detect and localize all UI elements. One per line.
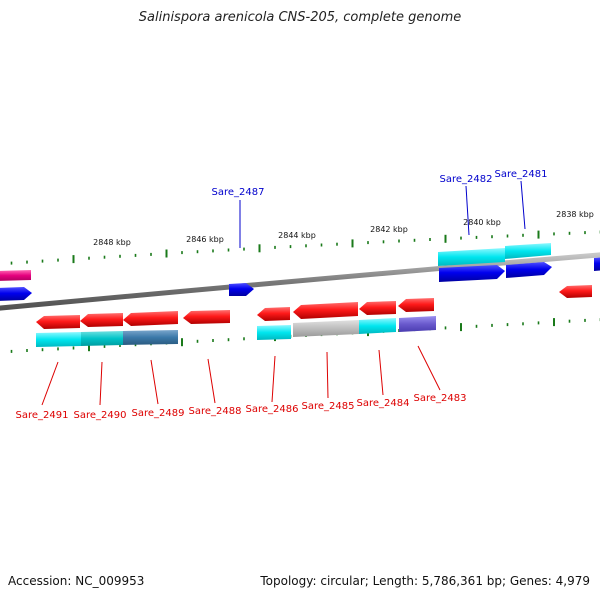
reverse-cog-band <box>36 316 436 347</box>
gene-arrow-reverse[interactable] <box>293 302 358 319</box>
leader-line <box>41 361 59 406</box>
leader-line <box>520 180 526 230</box>
gene-arrow-forward[interactable] <box>229 283 254 296</box>
leader-line <box>326 351 329 399</box>
cog-block-slate <box>399 316 436 332</box>
leader-line <box>417 345 441 391</box>
scale-label-2846: 2846 kbp <box>186 235 224 244</box>
cog-block-cyan <box>36 332 81 347</box>
cog-block-cyan <box>257 325 291 340</box>
cog-block-pink <box>0 270 31 281</box>
gene-label[interactable]: Sare_2489 <box>132 408 185 419</box>
scale-label-2842: 2842 kbp <box>370 225 408 234</box>
gene-label[interactable]: Sare_2482 <box>440 174 493 185</box>
scale-labels: 2848 kbp 2846 kbp 2844 kbp 2842 kbp 2840… <box>93 210 594 247</box>
gene-labels-below: Sare_2491 Sare_2490 Sare_2489 Sare_2488 … <box>16 393 467 421</box>
forward-cog-band <box>0 243 551 281</box>
gene-arrow-reverse[interactable] <box>257 307 290 321</box>
genome-backbone <box>0 252 600 311</box>
leader-line <box>271 355 276 403</box>
genome-title: Salinispora arenicola CNS-205, complete … <box>138 10 462 25</box>
scale-label-2840: 2840 kbp <box>463 218 501 227</box>
gene-arrow-reverse[interactable] <box>183 310 230 324</box>
reverse-genes <box>36 285 592 329</box>
gene-arrow-reverse[interactable] <box>36 315 80 329</box>
cog-block-cyan <box>438 248 505 266</box>
leader-line <box>378 349 384 396</box>
gene-label[interactable]: Sare_2484 <box>357 398 410 409</box>
genome-summary: Topology: circular; Length: 5,786,361 bp… <box>260 574 590 588</box>
accession-label: Accession: NC_009953 <box>8 574 145 588</box>
scale-label-2838: 2838 kbp <box>556 210 594 219</box>
gene-label[interactable]: Sare_2485 <box>302 401 355 412</box>
gene-label[interactable]: Sare_2486 <box>246 404 299 415</box>
leader-lines-below <box>41 345 441 406</box>
gene-arrow-reverse[interactable] <box>398 298 434 312</box>
cog-block-steel <box>123 330 178 345</box>
scale-label-2848: 2848 kbp <box>93 238 131 247</box>
gene-arrow-reverse[interactable] <box>80 313 123 327</box>
cog-block-cyan <box>359 318 396 334</box>
scale-label-2844: 2844 kbp <box>278 231 316 240</box>
gene-label[interactable]: Sare_2488 <box>189 406 242 417</box>
leader-lines-above <box>239 180 526 248</box>
leader-line <box>207 358 216 404</box>
cog-block-grey <box>293 320 359 337</box>
gene-labels-above: Sare_2487 Sare_2482 Sare_2481 <box>212 169 548 198</box>
gene-label[interactable]: Sare_2490 <box>74 410 127 421</box>
forward-genes <box>0 257 600 301</box>
gene-arrow-forward[interactable] <box>439 265 505 282</box>
leader-line <box>465 185 470 236</box>
leader-line <box>99 361 103 406</box>
gene-label[interactable]: Sare_2483 <box>414 393 467 404</box>
gene-arrow-reverse[interactable] <box>123 311 178 326</box>
cog-block-cyan <box>505 243 551 259</box>
gene-arrow-forward[interactable] <box>506 262 552 278</box>
gene-label[interactable]: Sare_2487 <box>212 187 265 198</box>
gene-label[interactable]: Sare_2491 <box>16 410 69 421</box>
gene-arrow-reverse[interactable] <box>359 301 396 315</box>
gene-arrow-forward[interactable] <box>594 257 600 271</box>
cog-block-teal <box>81 331 123 346</box>
gene-arrow-forward[interactable] <box>0 287 32 301</box>
leader-line <box>150 359 159 405</box>
gene-label[interactable]: Sare_2481 <box>495 169 548 180</box>
gene-arrow-reverse[interactable] <box>559 285 592 298</box>
outer-tick-ring <box>10 230 600 265</box>
